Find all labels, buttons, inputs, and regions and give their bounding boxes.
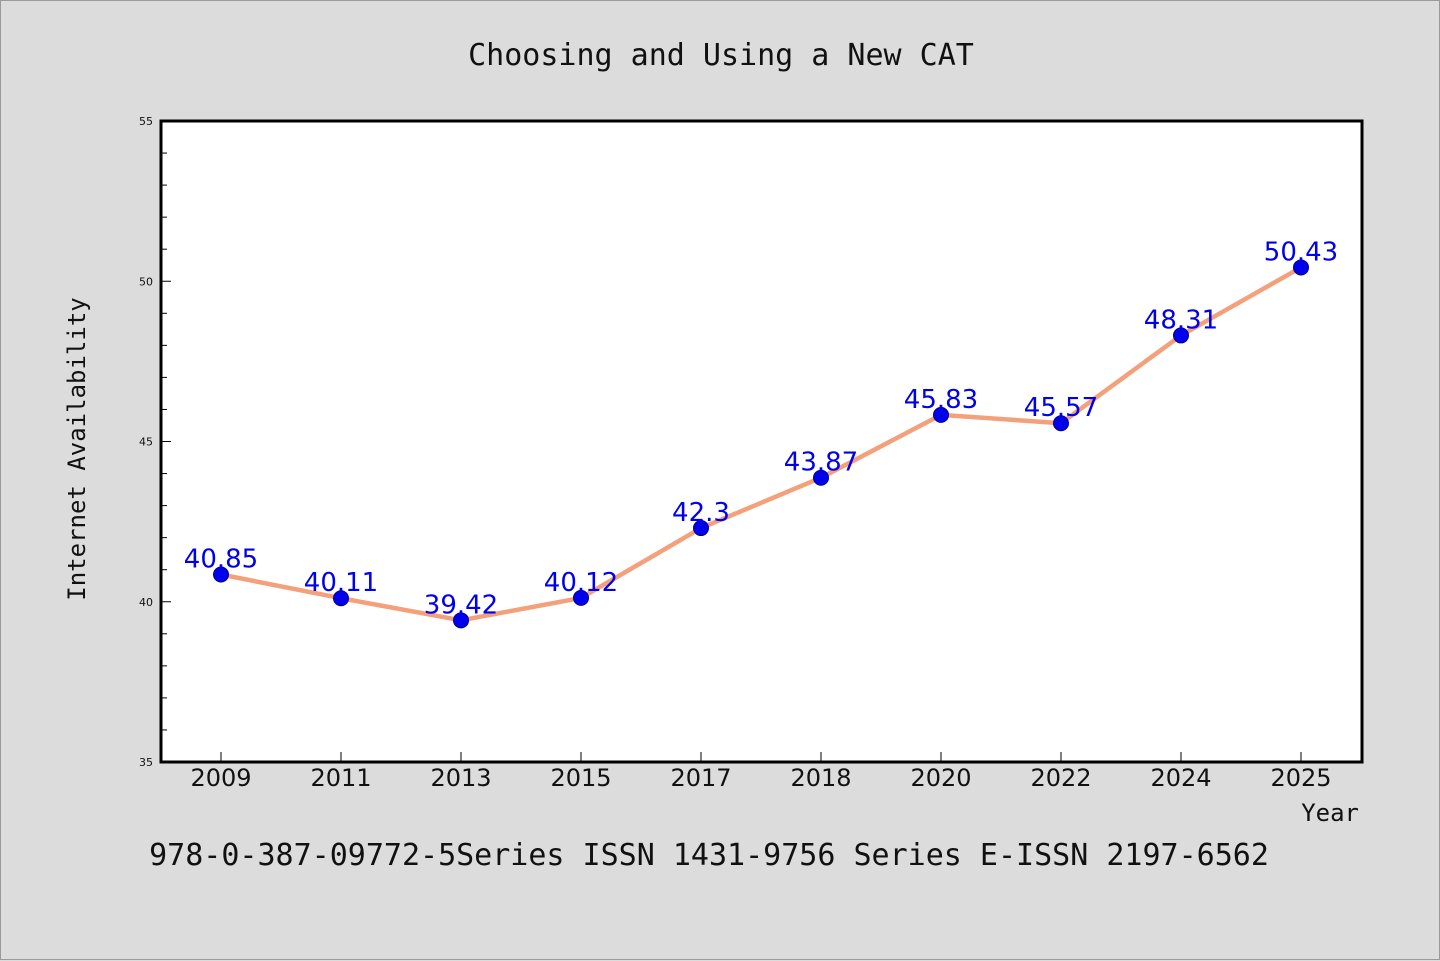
- y-tick-label: 35: [139, 756, 153, 769]
- data-label: 50.43: [1264, 237, 1338, 267]
- data-label: 43.87: [784, 448, 858, 478]
- x-tick-label: 2018: [790, 764, 851, 792]
- data-label: 42.3: [672, 498, 730, 528]
- y-axis: 35 40 45 50 55: [139, 115, 171, 769]
- x-tick-label: 2013: [430, 764, 491, 792]
- data-point: [453, 612, 469, 629]
- data-point: [573, 589, 589, 606]
- data-point: [213, 566, 229, 583]
- y-tick-label: 50: [139, 275, 153, 288]
- data-point: [1053, 415, 1069, 432]
- x-tick-label: 2024: [1150, 764, 1211, 792]
- data-label: 40.12: [544, 568, 618, 598]
- data-label: 45.83: [904, 385, 978, 415]
- x-tick-label: 2022: [1030, 764, 1091, 792]
- data-point: [333, 590, 349, 607]
- x-tick-label: 2025: [1270, 764, 1331, 792]
- series-group: 40.85 40.11 39.42 40.12 42.3 43.87 45.83 45.57 4…: [184, 237, 1338, 629]
- y-tick-label: 55: [139, 115, 153, 128]
- x-tick-label: 2011: [310, 764, 371, 792]
- data-point: [933, 406, 949, 423]
- x-tick-label: 2009: [190, 764, 251, 792]
- series-line: [218, 265, 1304, 623]
- footer-text: 978-0-387-09772-5Series ISSN 1431-9756 S…: [149, 838, 1269, 873]
- x-tick-label: 2015: [550, 764, 611, 792]
- x-axis: 2009 2011 2013 2015 2017 2018 2020 2022 2024 2025: [190, 752, 1332, 792]
- x-tick-label: 2017: [670, 764, 731, 792]
- y-tick-label: 40: [139, 596, 153, 609]
- data-label: 40.85: [184, 545, 258, 575]
- y-axis-label: Internet Availability: [63, 297, 91, 600]
- plot-area: [159, 119, 1364, 764]
- data-label: 45.57: [1024, 393, 1098, 423]
- data-label: 48.31: [1144, 305, 1218, 335]
- data-point: [693, 520, 709, 537]
- data-label: 39.42: [424, 590, 498, 620]
- x-tick-label: 2020: [910, 764, 971, 792]
- data-point: [1173, 327, 1189, 344]
- x-axis-label: Year: [1301, 799, 1359, 827]
- y-tick-label: 45: [139, 436, 153, 449]
- data-point: [813, 469, 829, 486]
- data-point: [1293, 259, 1309, 276]
- chart-title: Choosing and Using a New CAT: [468, 38, 974, 73]
- data-label: 40.11: [304, 568, 378, 598]
